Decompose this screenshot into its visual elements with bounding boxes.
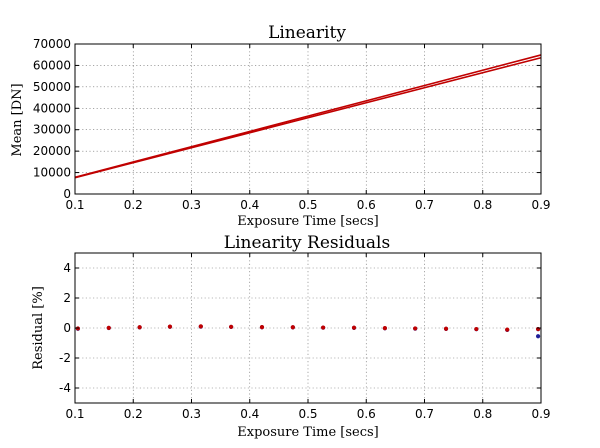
linearity-y-tick-label: 60000 xyxy=(33,58,71,72)
linearity-y-ticks: 0 10000 20000 30000 40000 50000 60000 70000 xyxy=(33,37,541,201)
residuals-x-tick-label: 0.6 xyxy=(357,407,376,421)
residuals-data-point xyxy=(106,325,111,330)
residuals-x-tick-label: 0.9 xyxy=(531,407,550,421)
linearity-series-line xyxy=(74,56,542,179)
residuals-x-ticks: 0.1 0.2 0.3 0.4 0.5 0.6 0.7 0.8 0.9 xyxy=(65,253,551,421)
residuals-data-point xyxy=(413,326,418,331)
residuals-x-tick-label: 0.3 xyxy=(182,407,201,421)
linearity-panel: Linearity 0.1 0.2 0.3 0.4 0.5 0.6 0.7 0.8 0.9 0 1… xyxy=(10,23,551,229)
linearity-series xyxy=(74,54,542,179)
linearity-x-tick-label: 0.1 xyxy=(65,198,84,212)
residuals-x-tick-label: 0.5 xyxy=(298,407,317,421)
residuals-data-point xyxy=(198,324,203,329)
residuals-panel: Linearity Residuals 0.1 0.2 0.3 0.4 0.5 0.6 0.… xyxy=(31,233,551,440)
residuals-data-point xyxy=(505,327,510,332)
linearity-x-tick-label: 0.8 xyxy=(473,198,492,212)
residuals-data-point xyxy=(382,326,387,331)
linearity-y-tick-label: 10000 xyxy=(33,166,71,180)
linearity-x-tick-label: 0.5 xyxy=(298,198,317,212)
residuals-y-tick-label: -4 xyxy=(59,381,71,395)
residuals-x-tick-label: 0.1 xyxy=(65,407,84,421)
residuals-grid xyxy=(74,253,542,403)
residuals-data-point xyxy=(351,325,357,330)
linearity-title: Linearity xyxy=(268,23,346,43)
residuals-x-tick-label: 0.7 xyxy=(415,407,434,421)
residuals-y-tick-label: 0 xyxy=(63,321,71,335)
residuals-x-tick-label: 0.8 xyxy=(473,407,492,421)
linearity-y-tick-label: 30000 xyxy=(33,123,71,137)
residuals-y-axis-label: Residual [%] xyxy=(31,286,46,370)
residuals-data-point xyxy=(321,325,326,330)
linearity-grid xyxy=(74,43,542,195)
residuals-y-tick-label: 2 xyxy=(63,291,71,305)
residuals-x-axis-label: Exposure Time [secs] xyxy=(237,425,379,440)
linearity-x-tick-label: 0.7 xyxy=(415,198,434,212)
residuals-data-point xyxy=(290,325,295,330)
linearity-x-tick-label: 0.3 xyxy=(182,198,201,212)
residuals-data-point xyxy=(229,324,234,329)
linearity-x-axis-label: Exposure Time [secs] xyxy=(237,214,379,229)
linearity-y-tick-label: 40000 xyxy=(33,101,71,115)
linearity-y-axis-label: Mean [DN] xyxy=(10,83,25,156)
linearity-y-tick-label: 20000 xyxy=(33,144,71,158)
residuals-data-point xyxy=(535,334,541,339)
linearity-y-tick-label: 0 xyxy=(63,187,71,201)
residuals-series xyxy=(75,324,541,339)
residuals-data-point xyxy=(259,325,265,330)
linearity-x-tick-label: 0.9 xyxy=(531,198,550,212)
residuals-x-tick-label: 0.2 xyxy=(124,407,143,421)
linearity-x-ticks: 0.1 0.2 0.3 0.4 0.5 0.6 0.7 0.8 0.9 xyxy=(65,44,551,212)
linearity-x-tick-label: 0.6 xyxy=(357,198,376,212)
residuals-y-ticks: -4 -2 0 2 4 xyxy=(59,261,541,395)
residuals-data-point xyxy=(137,325,142,330)
linearity-y-tick-label: 70000 xyxy=(33,37,71,51)
residuals-y-tick-label: 4 xyxy=(63,261,71,275)
residuals-y-tick-label: -2 xyxy=(59,351,71,365)
linearity-x-tick-label: 0.2 xyxy=(124,198,143,212)
linearity-y-tick-label: 50000 xyxy=(33,80,71,94)
residuals-data-point xyxy=(474,326,479,332)
residuals-data-point xyxy=(167,324,173,329)
residuals-data-point xyxy=(443,326,449,331)
residuals-title: Linearity Residuals xyxy=(224,233,390,253)
residuals-x-tick-label: 0.4 xyxy=(240,407,259,421)
linearity-x-tick-label: 0.4 xyxy=(240,198,259,212)
